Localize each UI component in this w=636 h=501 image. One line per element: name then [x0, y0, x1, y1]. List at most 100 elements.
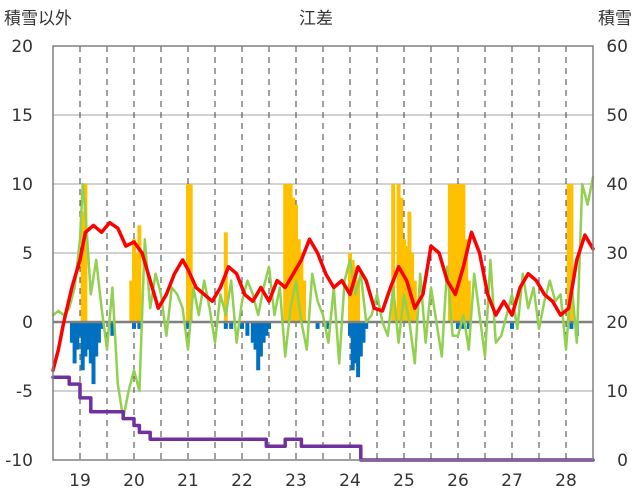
sunshine-bar — [348, 253, 352, 322]
precip-bar — [250, 322, 255, 343]
sunshine-bar — [132, 239, 136, 322]
precip-bar — [253, 322, 258, 350]
left-tick-label: 20 — [11, 37, 33, 57]
precip-bar — [75, 322, 80, 350]
precip-bar — [69, 322, 74, 343]
precip-bar — [466, 322, 471, 329]
bars-layer — [69, 184, 579, 385]
precip-bar — [229, 322, 234, 329]
precip-bar — [88, 322, 93, 364]
sunshine-bar — [461, 184, 466, 322]
sunshine-bar — [466, 280, 471, 322]
wind-line — [51, 175, 595, 420]
precip-bar — [256, 322, 261, 371]
precip-bar — [83, 322, 88, 357]
sunshine-bar — [402, 239, 406, 322]
precip-bar — [94, 322, 99, 357]
precip-bar — [361, 322, 366, 343]
left-tick-label: -5 — [16, 382, 33, 402]
left-tick-label: 10 — [11, 175, 33, 195]
precip-bar — [245, 322, 250, 336]
sunshine-bar — [296, 239, 301, 322]
temp-line — [51, 220, 595, 373]
sunshine-bar — [447, 184, 452, 322]
sunshine-bar — [453, 184, 458, 322]
sunshine-bar — [407, 211, 412, 322]
lines-layer — [51, 175, 595, 462]
precip-bar — [350, 322, 355, 371]
sunshine-bar — [412, 280, 417, 322]
precip-bar — [258, 322, 263, 357]
right-axis-label: 積雪 — [598, 9, 632, 29]
left-axis-ticks: 20 15 10 5 0 -5 -10 — [5, 37, 33, 471]
sunshine-bar — [391, 184, 396, 322]
sunshine-bar — [450, 184, 455, 322]
sunshine-bar — [569, 184, 574, 322]
right-axis-ticks: 60 50 40 30 20 10 0 — [606, 37, 628, 471]
sunshine-bar — [291, 197, 296, 322]
sunshine-bar — [302, 280, 307, 322]
precip-bar — [358, 322, 363, 357]
precip-bar — [326, 322, 331, 329]
precip-bar — [461, 322, 466, 329]
precip-bar — [264, 322, 269, 336]
x-tick-label: 26 — [447, 471, 469, 491]
x-tick-label: 28 — [555, 471, 577, 491]
x-tick-label: 20 — [123, 471, 145, 491]
precip-bar — [99, 322, 104, 329]
sunshine-bar — [283, 184, 288, 322]
precip-bar — [315, 322, 320, 329]
x-tick-label: 22 — [231, 471, 253, 491]
precip-bar — [137, 322, 142, 329]
x-tick-label: 24 — [339, 471, 361, 491]
sunshine-bar — [134, 253, 139, 322]
precip-bar — [261, 322, 266, 343]
right-tick-label: 40 — [606, 175, 628, 195]
right-tick-label: 60 — [606, 37, 628, 57]
precip-bar — [456, 322, 460, 329]
precip-bar — [132, 322, 136, 329]
left-tick-label: -10 — [5, 451, 33, 471]
chart-title: 江差 — [299, 9, 333, 29]
x-tick-label: 23 — [285, 471, 307, 491]
sunshine-bar — [399, 197, 404, 322]
sunshine-bar — [80, 211, 85, 322]
right-tick-label: 30 — [606, 244, 628, 264]
x-tick-label: 21 — [177, 471, 199, 491]
left-tick-label: 15 — [11, 106, 33, 126]
precip-bar — [80, 322, 85, 371]
sunshine-bar — [464, 239, 469, 322]
sunshine-bar — [294, 204, 298, 322]
precip-bar — [78, 322, 82, 336]
sunshine-bar — [566, 184, 571, 322]
precip-bar — [72, 322, 77, 364]
precip-bar — [569, 322, 574, 329]
precip-bar — [96, 322, 101, 343]
precip-bar — [353, 322, 358, 364]
precip-bar — [267, 322, 271, 329]
left-tick-label: 0 — [22, 313, 33, 333]
plot-frame — [52, 45, 594, 461]
right-tick-label: 0 — [617, 451, 628, 471]
x-tick-label: 25 — [393, 471, 415, 491]
x-tick-label: 27 — [501, 471, 523, 491]
sunshine-bar — [356, 280, 361, 322]
left-tick-label: 5 — [22, 244, 33, 264]
sunshine-bar — [285, 184, 290, 322]
precip-bar — [510, 322, 514, 329]
snow-line — [51, 375, 595, 462]
sunshine-bar — [83, 184, 88, 322]
sunshine-bar — [129, 280, 134, 322]
precip-bar — [364, 322, 369, 329]
precip-bar — [348, 322, 352, 336]
left-axis-label: 積雪以外 — [4, 9, 72, 29]
sunshine-bar — [396, 184, 401, 322]
sunshine-bar — [456, 184, 460, 322]
precip-bar — [110, 322, 115, 336]
x-axis-ticks: 19 20 21 22 23 24 25 26 27 28 — [69, 471, 577, 491]
precip-bar — [356, 322, 361, 378]
precip-bar — [86, 322, 91, 350]
sunshine-bar — [299, 253, 304, 322]
precip-bar — [223, 322, 228, 329]
